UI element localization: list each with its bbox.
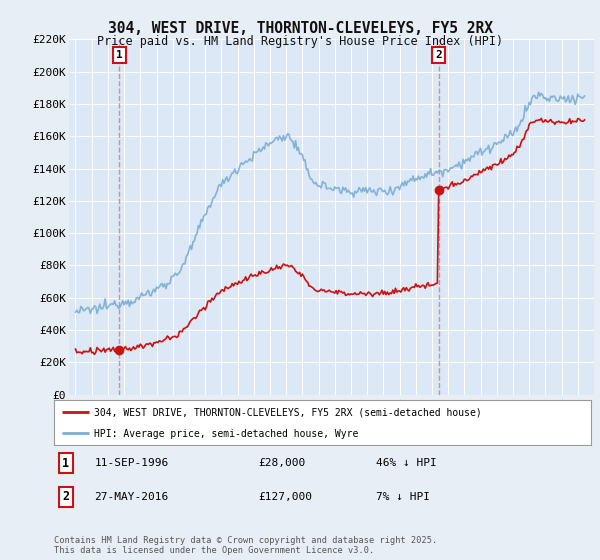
Text: £127,000: £127,000 [258,492,312,502]
Text: Contains HM Land Registry data © Crown copyright and database right 2025.
This d: Contains HM Land Registry data © Crown c… [54,536,437,556]
Text: 304, WEST DRIVE, THORNTON-CLEVELEYS, FY5 2RX (semi-detached house): 304, WEST DRIVE, THORNTON-CLEVELEYS, FY5… [94,408,482,418]
Text: £28,000: £28,000 [258,458,305,468]
Text: 11-SEP-1996: 11-SEP-1996 [94,458,169,468]
Text: 27-MAY-2016: 27-MAY-2016 [94,492,169,502]
Text: 7% ↓ HPI: 7% ↓ HPI [376,492,430,502]
Text: HPI: Average price, semi-detached house, Wyre: HPI: Average price, semi-detached house,… [94,428,359,438]
Text: Price paid vs. HM Land Registry's House Price Index (HPI): Price paid vs. HM Land Registry's House … [97,35,503,48]
Text: 1: 1 [62,456,70,470]
Text: 1: 1 [116,50,123,60]
Text: 2: 2 [62,490,70,503]
Text: 304, WEST DRIVE, THORNTON-CLEVELEYS, FY5 2RX: 304, WEST DRIVE, THORNTON-CLEVELEYS, FY5… [107,21,493,36]
Text: 46% ↓ HPI: 46% ↓ HPI [376,458,437,468]
Text: 2: 2 [435,50,442,60]
